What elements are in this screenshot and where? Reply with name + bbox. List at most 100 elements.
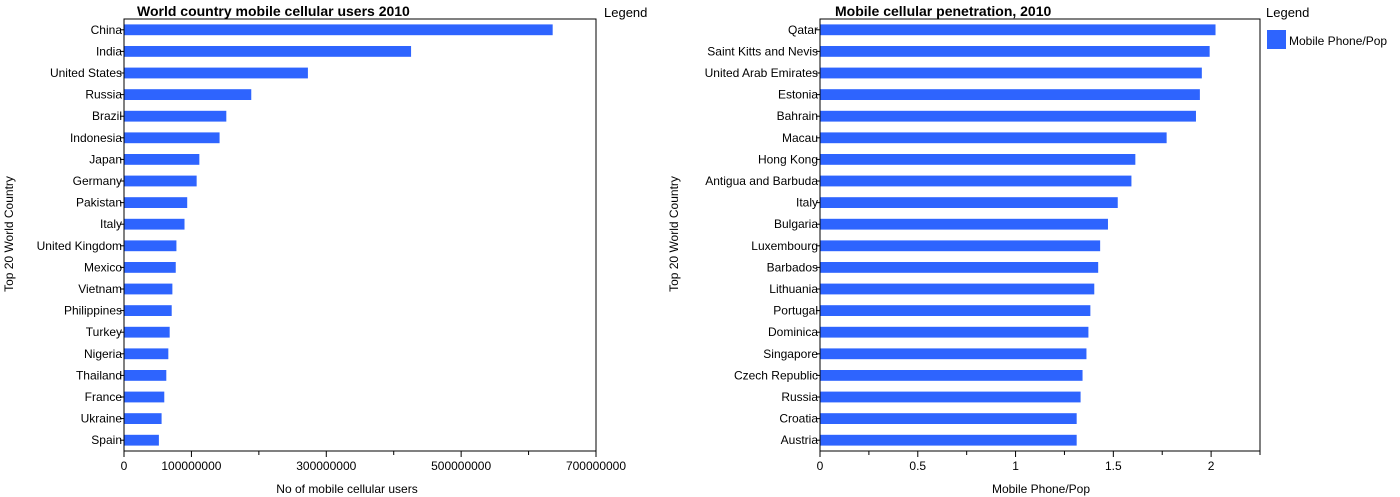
chart1-bar bbox=[124, 434, 159, 446]
chart1-bar bbox=[124, 262, 176, 273]
chart2-category-label: Qatar bbox=[788, 23, 818, 37]
chart1-bar bbox=[124, 240, 177, 252]
chart2-bar bbox=[820, 175, 1132, 187]
chart2-title: Mobile cellular penetration, 2010 bbox=[835, 3, 1052, 19]
chart2-category-label: Portugal bbox=[773, 304, 818, 318]
chart2-bar bbox=[820, 24, 1216, 36]
chart1-bar bbox=[124, 175, 197, 187]
chart1-bar bbox=[124, 348, 169, 360]
chart2-category-label: Croatia bbox=[779, 412, 818, 426]
chart1-bar bbox=[124, 391, 165, 403]
chart1-title: World country mobile cellular users 2010 bbox=[137, 3, 410, 19]
chart2-category-label: Dominica bbox=[768, 325, 818, 339]
chart2-legend-swatch bbox=[1267, 30, 1286, 49]
chart2-bar bbox=[820, 240, 1101, 252]
chart2-category-label: Czech Republic bbox=[734, 368, 818, 382]
chart2-category-label: Singapore bbox=[763, 347, 818, 361]
chart1-category-label: United Kingdom bbox=[37, 239, 122, 253]
chart1-category-label: France bbox=[85, 390, 123, 404]
chart2-category-label: Antigua and Barbuda bbox=[705, 174, 818, 188]
chart1-category-label: United States bbox=[50, 66, 122, 80]
chart2-bar bbox=[820, 132, 1167, 144]
chart2-legend-entry: Mobile Phone/Pop bbox=[1289, 34, 1387, 48]
chart2-category-label: Barbados bbox=[767, 260, 818, 274]
chart1-bar bbox=[124, 370, 167, 381]
chart2-category-label: Estonia bbox=[778, 88, 818, 102]
chart2-category-label: Lithuania bbox=[769, 282, 818, 296]
chart1-category-label: Brazil bbox=[92, 109, 122, 123]
chart1-category-label: India bbox=[96, 44, 122, 58]
chart2-legend-title: Legend bbox=[1266, 5, 1309, 20]
chart1-category-label: Nigeria bbox=[84, 347, 122, 361]
chart2-plot-frame bbox=[819, 18, 1261, 452]
chart2-bar bbox=[820, 326, 1089, 338]
chart2-bar bbox=[820, 67, 1202, 79]
chart1-bar bbox=[124, 283, 173, 295]
chart2-bar bbox=[820, 262, 1099, 273]
chart2-x-tick-label: 1.5 bbox=[1105, 459, 1122, 473]
chart1-category-label: Pakistan bbox=[76, 196, 122, 210]
chart2-y-axis-label: Top 20 World Country bbox=[667, 176, 681, 292]
chart2-bar bbox=[820, 89, 1200, 100]
chart1-bar bbox=[124, 218, 185, 230]
chart2-bar bbox=[820, 197, 1118, 208]
chart1-category-label: Indonesia bbox=[70, 131, 122, 145]
chart2-category-label: Saint Kitts and Nevis bbox=[707, 44, 818, 58]
chart1-plot-frame bbox=[123, 18, 597, 452]
chart2-x-tick-label: 0 bbox=[817, 459, 824, 473]
chart1-category-label: Russia bbox=[85, 88, 122, 102]
chart2-x-axis-label: Mobile Phone/Pop bbox=[992, 482, 1090, 496]
chart1-bar bbox=[124, 110, 227, 122]
chart2-bar bbox=[820, 110, 1196, 122]
chart1-category-label: Mexico bbox=[84, 260, 122, 274]
chart2-bar bbox=[820, 370, 1083, 381]
chart2-bar bbox=[820, 348, 1087, 360]
chart1-category-label: Philippines bbox=[64, 304, 122, 318]
chart2-bar bbox=[820, 218, 1108, 230]
chart2-category-label: Hong Kong bbox=[758, 152, 818, 166]
chart1-y-axis-label: Top 20 World Country bbox=[2, 176, 16, 292]
chart1-bar bbox=[124, 89, 252, 100]
chart1-bar bbox=[124, 413, 162, 424]
chart2-x-tick-label: 2 bbox=[1208, 459, 1215, 473]
chart1-category-label: Germany bbox=[73, 174, 122, 188]
chart1-plot: China India United States Russia Brazil Indon… bbox=[37, 18, 626, 473]
chart1-bar bbox=[124, 132, 220, 144]
chart2-bar bbox=[820, 283, 1095, 295]
chart2-plot: Qatar Saint Kitts and Nevis United Arab Em… bbox=[705, 18, 1261, 473]
chart1-bar bbox=[124, 305, 172, 316]
chart1-bar bbox=[124, 24, 553, 36]
chart2-category-label: Macau bbox=[782, 131, 818, 145]
chart2-category-label: Austria bbox=[781, 433, 819, 447]
chart1-x-tick-label: 0 bbox=[121, 459, 128, 473]
chart2-bar bbox=[820, 305, 1091, 316]
chart2-x-tick-label: 1 bbox=[1012, 459, 1019, 473]
chart1-category-label: Ukraine bbox=[81, 412, 123, 426]
chart2-category-label: Bahrain bbox=[777, 109, 818, 123]
chart1-category-label: Spain bbox=[91, 433, 122, 447]
chart1-bar bbox=[124, 197, 188, 208]
chart2-category-label: Bulgaria bbox=[774, 217, 818, 231]
chart1-category-label: Japan bbox=[89, 152, 122, 166]
chart2-bar bbox=[820, 46, 1210, 57]
chart1-x-tick-label: 700000000 bbox=[566, 459, 626, 473]
chart1-x-tick-label: 100000000 bbox=[161, 459, 221, 473]
chart1-bar bbox=[124, 46, 412, 57]
chart1-x-axis-label: No of mobile cellular users bbox=[276, 482, 417, 496]
chart1-x-tick-label: 300000000 bbox=[296, 459, 356, 473]
chart1-bar bbox=[124, 326, 170, 338]
chart1-category-label: Vietnam bbox=[78, 282, 122, 296]
chart2-bar bbox=[820, 154, 1136, 165]
chart1-bar bbox=[124, 67, 308, 79]
chart2-category-label: Russia bbox=[781, 390, 818, 404]
chart1-category-label: Thailand bbox=[76, 368, 122, 382]
chart2-bar bbox=[820, 413, 1077, 424]
chart1-category-label: Turkey bbox=[86, 325, 122, 339]
chart2-x-tick-label: 0.5 bbox=[909, 459, 926, 473]
chart1-legend-title: Legend bbox=[604, 5, 647, 20]
chart2-category-label: Italy bbox=[796, 196, 818, 210]
chart1-bar bbox=[124, 154, 200, 165]
chart2-category-label: United Arab Emirates bbox=[705, 66, 818, 80]
chart2-bar bbox=[820, 434, 1077, 446]
